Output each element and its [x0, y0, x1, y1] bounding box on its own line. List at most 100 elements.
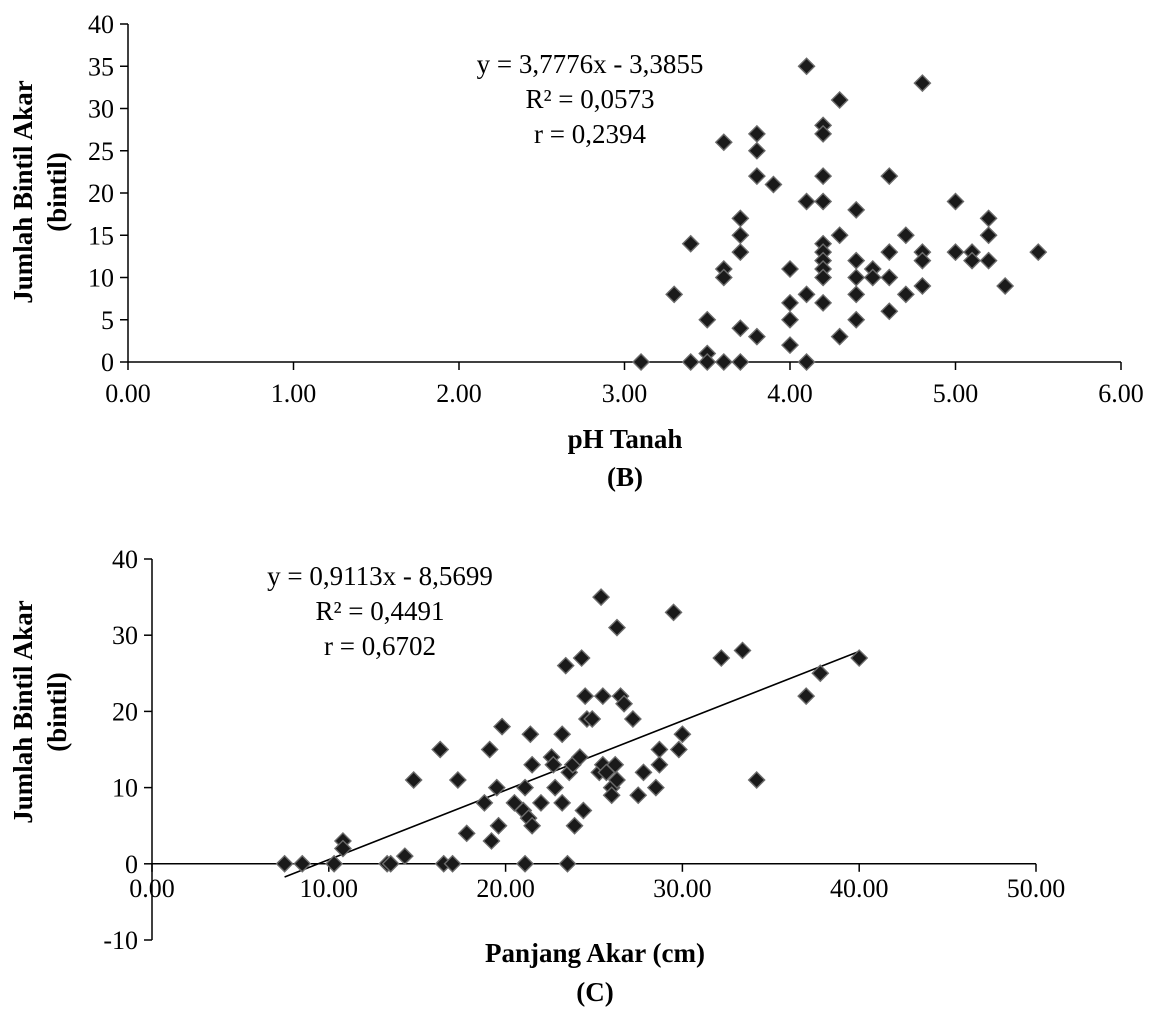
data-point [731, 243, 750, 262]
data-point [475, 793, 494, 812]
data-point [979, 226, 998, 245]
axes-c [144, 558, 1037, 941]
data-point [847, 310, 866, 329]
data-point [847, 268, 866, 287]
data-point [847, 285, 866, 304]
data-point [747, 167, 766, 186]
data-point [531, 793, 550, 812]
data-point [781, 310, 799, 329]
data-point [544, 755, 563, 774]
y-tick-label: 40 [112, 545, 138, 574]
data-point [325, 854, 344, 873]
data-point [979, 209, 998, 228]
data-point [615, 694, 634, 713]
y-axis-title-c-line2: (bintil) [42, 672, 72, 752]
data-point [570, 748, 589, 767]
data-point [946, 192, 965, 211]
data-point [516, 854, 535, 873]
tick-labels-b: 0 5 10 15 20 25 30 35 40 0.00 1.00 2.00 3.00 4.00 5.00… [88, 10, 1144, 408]
data-point [664, 603, 683, 622]
data-point [583, 710, 602, 729]
r-squared-b: R² = 0,0573 [525, 84, 654, 114]
y-tick-label: 0 [101, 348, 114, 377]
data-point [565, 816, 584, 835]
data-point [553, 793, 572, 812]
data-point [880, 268, 899, 287]
data-point [516, 778, 535, 797]
x-tick-label: 0.00 [129, 874, 175, 903]
x-axis-title-b: pH Tanah [568, 424, 683, 454]
y-tick-label: -10 [103, 926, 138, 955]
equation-block-b: y = 3,7776x - 3,3855 R² = 0,0573 r = 0,2… [477, 49, 704, 149]
data-point [896, 226, 915, 245]
data-point [797, 285, 816, 304]
data-point [607, 618, 626, 637]
data-point [523, 755, 542, 774]
data-point [781, 293, 799, 312]
data-point [489, 816, 508, 835]
data-point [395, 847, 414, 866]
data-point [623, 710, 642, 729]
data-point [880, 302, 899, 321]
y-axis-title-b-line2: (bintil) [42, 152, 72, 232]
data-point [487, 778, 506, 797]
chart-panel-c: -10 0 10 20 30 40 0.00 10.00 20.00 30.00 40.00 50.0… [8, 545, 1065, 1007]
data-point [650, 740, 669, 759]
data-point [546, 778, 565, 797]
data-point [847, 251, 866, 270]
y-tick-label: 30 [112, 621, 138, 650]
data-points-b [632, 57, 1048, 371]
data-point [607, 770, 626, 789]
data-point [830, 91, 849, 110]
data-point [681, 234, 700, 253]
data-point [747, 327, 766, 346]
tick-labels-c: -10 0 10 20 30 40 0.00 10.00 20.00 30.00 40.00 50.0… [103, 545, 1065, 955]
data-point [913, 251, 932, 270]
data-point [797, 687, 816, 706]
x-tick-label: 1.00 [271, 379, 317, 408]
y-tick-label: 0 [125, 850, 138, 879]
data-point [731, 226, 750, 245]
data-point [646, 778, 665, 797]
data-point [553, 725, 572, 744]
data-point [814, 192, 833, 211]
x-tick-label: 20.00 [476, 874, 535, 903]
y-tick-label: 20 [88, 179, 114, 208]
x-axis-title-c: Panjang Akar (cm) [485, 938, 705, 968]
data-point [681, 353, 700, 371]
data-point [712, 649, 731, 668]
panel-label-b: (B) [607, 462, 643, 492]
data-point [714, 133, 733, 152]
data-point [880, 167, 899, 186]
data-point [606, 755, 625, 774]
data-point [404, 770, 423, 789]
y-axis-title-c-line1: Jumlah Bintil Akar [8, 600, 38, 824]
panel-label-c: (C) [576, 977, 613, 1007]
data-point [523, 816, 542, 835]
data-point [457, 824, 476, 843]
data-point [731, 319, 750, 338]
data-point [1029, 243, 1048, 262]
y-tick-label: 10 [88, 264, 114, 293]
equation-block-c: y = 0,9113x - 8,5699 R² = 0,4491 r = 0,6… [267, 561, 493, 661]
y-tick-label: 40 [88, 10, 114, 39]
y-axis-title-b: Jumlah Bintil Akar (bintil) [8, 80, 72, 304]
data-point [814, 124, 833, 143]
data-point [797, 57, 816, 76]
data-point [830, 226, 849, 245]
data-point [698, 310, 717, 329]
x-tick-label: 10.00 [300, 874, 359, 903]
axes-b [120, 23, 1122, 370]
data-point [714, 353, 733, 371]
data-point [863, 268, 882, 287]
data-point [634, 763, 653, 782]
data-point [847, 200, 866, 219]
data-point [814, 268, 833, 287]
x-tick-label: 5.00 [933, 379, 979, 408]
data-point [913, 74, 932, 93]
data-point [665, 285, 684, 304]
data-point [714, 268, 733, 287]
x-tick-label: 30.00 [653, 874, 712, 903]
data-point [381, 854, 400, 873]
